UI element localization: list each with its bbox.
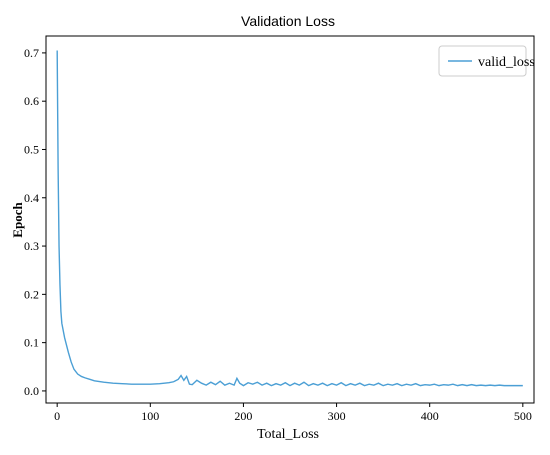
x-tick-label: 500: [514, 409, 532, 423]
x-tick-label: 100: [141, 409, 159, 423]
y-tick-label: 0.0: [24, 384, 39, 398]
y-tick-label: 0.5: [24, 142, 39, 156]
x-tick-label: 0: [54, 409, 60, 423]
x-tick-label: 400: [421, 409, 439, 423]
y-tick-label: 0.1: [24, 336, 39, 350]
y-tick-label: 0.2: [24, 287, 39, 301]
x-axis-ticks: 0 100 200 300 400 500: [54, 403, 532, 423]
y-tick-label: 0.7: [24, 46, 39, 60]
x-tick-label: 200: [234, 409, 252, 423]
legend-box: [438, 45, 527, 77]
y-tick-label: 0.6: [24, 94, 39, 108]
y-tick-label: 0.4: [24, 191, 39, 205]
plot-frame: [45, 35, 535, 404]
y-axis-label: Epoch: [10, 202, 25, 238]
x-axis-label: Total_Loss: [257, 427, 319, 442]
x-tick-label: 300: [328, 409, 346, 423]
legend-label: valid_loss: [478, 55, 535, 70]
y-axis-ticks: 0.0 0.1 0.2 0.3 0.4 0.5 0.6 0.7: [24, 46, 46, 398]
chart-title: Validation Loss: [241, 13, 335, 29]
series-line-valid-loss: [56, 50, 523, 387]
legend: valid_loss: [438, 45, 535, 77]
y-tick-label: 0.3: [24, 239, 39, 253]
